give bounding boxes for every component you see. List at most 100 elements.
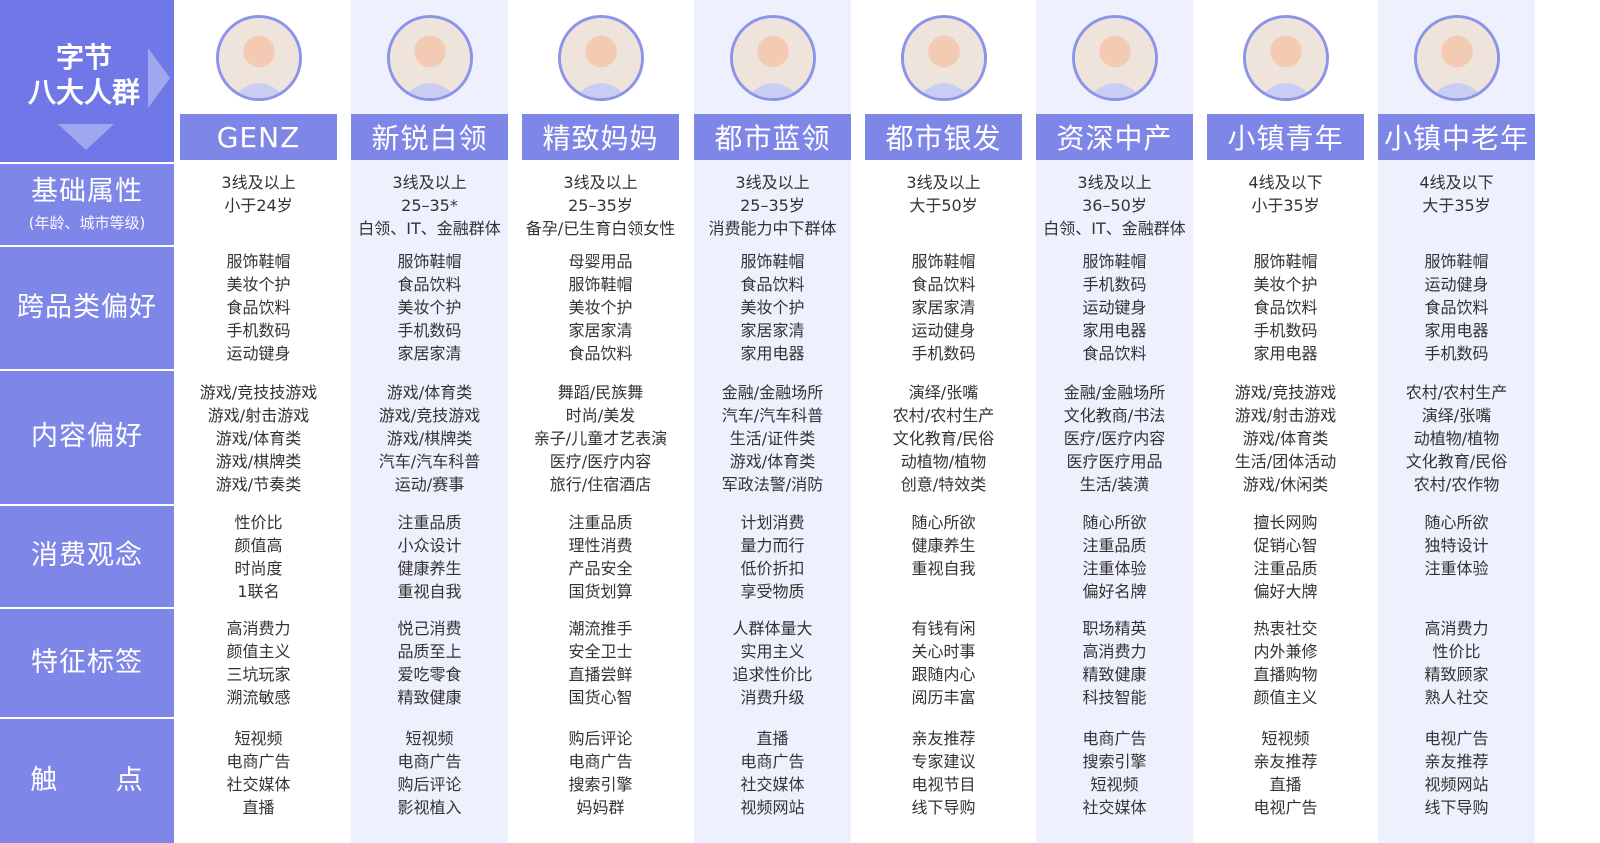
cell-line: 3线及以上 <box>735 173 810 192</box>
cell-line: 国货心智 <box>568 688 633 707</box>
cell-line: 注重品质 <box>1082 536 1147 555</box>
cell-line: 有钱有闲 <box>911 619 976 638</box>
cell-line: 直播尝鲜 <box>568 665 633 684</box>
cell-line: 手机数码 <box>226 321 291 340</box>
persona-column: 精致妈妈 3线及以上 25–35岁 备孕/已生育白领女性 母婴用品 服饰鞋帽 美妆个护 家居家… <box>522 0 679 843</box>
persona-name: 小镇中老年 <box>1378 114 1535 160</box>
cell-cross: 服饰鞋帽 运动健身 食品饮料 家用电器 手机数码 <box>1378 250 1535 365</box>
cell-line: 小于24岁 <box>224 196 293 215</box>
row-label-text: 基础属性 <box>31 175 143 207</box>
cell-line: 精致健康 <box>397 688 462 707</box>
cell-line: 家居家清 <box>911 298 976 317</box>
cell-line: 3线及以上 <box>906 173 981 192</box>
cell-cross: 服饰鞋帽 食品饮料 家居家清 运动健身 手机数码 <box>865 250 1022 365</box>
row-label-consumption: 消费观念 <box>0 506 174 607</box>
cell-line: 电商广告 <box>568 752 633 771</box>
persona-name: GENZ <box>180 114 337 160</box>
cell-line: 家用电器 <box>1082 321 1147 340</box>
cell-line: 短视频 <box>1261 729 1310 748</box>
cell-line: 美妆个护 <box>1253 275 1318 294</box>
cell-tags: 热衷社交 内外兼修 直播购物 颜值主义 <box>1207 617 1364 709</box>
cell-basic: 4线及以下 大于35岁 <box>1378 171 1535 217</box>
cell-line: 备孕/已生育白领女性 <box>525 219 676 238</box>
cell-line: 汽车/汽车科普 <box>378 452 481 471</box>
cell-line: 金融/金融场所 <box>1063 383 1166 402</box>
cell-line: 电商广告 <box>740 752 805 771</box>
cell-line: 美妆个护 <box>568 298 633 317</box>
cell-line: 服饰鞋帽 <box>1082 252 1147 271</box>
cell-content: 金融/金融场所 汽车/汽车科普 生活/证件类 游戏/体育类 军政法警/消防 <box>694 381 851 496</box>
cell-line: 内外兼修 <box>1253 642 1318 661</box>
cell-tags: 悦己消费 品质至上 爱吃零食 精致健康 <box>351 617 508 709</box>
cell-cross: 服饰鞋帽 食品饮料 美妆个护 手机数码 家居家清 <box>351 250 508 365</box>
businessman-avatar-icon <box>1072 15 1158 101</box>
cell-line: 服饰鞋帽 <box>226 252 291 271</box>
cell-line: 亲友推荐 <box>1253 752 1318 771</box>
cell-line: 亲子/儿童才艺表演 <box>533 429 668 448</box>
row-label-content: 内容偏好 <box>0 371 174 504</box>
cell-line: 随心所欲 <box>1424 513 1489 532</box>
cell-line: 电商广告 <box>397 752 462 771</box>
cell-line: 跟随内心 <box>911 665 976 684</box>
cell-line: 家用电器 <box>1424 321 1489 340</box>
persona-name: 资深中产 <box>1036 114 1193 160</box>
cell-line: 舞蹈/民族舞 <box>557 383 644 402</box>
cell-line: 重视自我 <box>911 559 976 578</box>
cell-line: 游戏/体育类 <box>386 383 473 402</box>
cell-line: 社交媒体 <box>740 775 805 794</box>
cell-line: 熟人社交 <box>1424 688 1489 707</box>
cell-line: 运动/赛事 <box>394 475 465 494</box>
cell-line: 运动健身 <box>1424 275 1489 294</box>
row-label-text: 触 点 <box>30 764 144 796</box>
cell-line: 颜值主义 <box>1253 688 1318 707</box>
cell-line: 享受物质 <box>740 582 805 601</box>
persona-name: 新锐白领 <box>351 114 508 160</box>
cell-line: 36–50岁 <box>1082 196 1147 215</box>
cell-line: 手机数码 <box>1253 321 1318 340</box>
cell-basic: 3线及以上 25–35* 白领、IT、金融群体 <box>351 171 508 240</box>
cell-line: 时尚度 <box>234 559 283 578</box>
cell-line: 游戏/休闲类 <box>1242 475 1329 494</box>
farmer-hat-avatar-icon <box>1414 15 1500 101</box>
cell-line: 动植物/植物 <box>900 452 987 471</box>
cell-touch: 购后评论 电商广告 搜索引擎 妈妈群 <box>522 727 679 819</box>
cell-line: 消费能力中下群体 <box>708 219 837 238</box>
cell-line: 精致顾家 <box>1424 665 1489 684</box>
cell-consume: 擅长网购 促销心智 注重品质 偏好大牌 <box>1207 511 1364 603</box>
cell-line: 医疗/医疗内容 <box>1063 429 1166 448</box>
cell-line: 注重体验 <box>1082 559 1147 578</box>
cell-line: 短视频 <box>234 729 283 748</box>
cell-line: 影视植入 <box>397 798 462 817</box>
cell-line: 高消费力 <box>1082 642 1147 661</box>
cell-line: 溯流敏感 <box>226 688 291 707</box>
cell-line: 时尚/美发 <box>565 406 636 425</box>
worker-helmet-avatar-icon <box>730 15 816 101</box>
cell-line: 购后评论 <box>568 729 633 748</box>
cell-line: 国货划算 <box>568 582 633 601</box>
cell-line: 爱吃零食 <box>397 665 462 684</box>
cell-touch: 电商广告 搜索引擎 短视频 社交媒体 <box>1036 727 1193 819</box>
cell-line: 文化教育/民俗 <box>892 429 995 448</box>
cell-line: 关心时事 <box>911 642 976 661</box>
row-label-text: 内容偏好 <box>31 421 143 453</box>
cell-line: 服饰鞋帽 <box>568 275 633 294</box>
cell-touch: 直播 电商广告 社交媒体 视频网站 <box>694 727 851 819</box>
cell-line: 25–35岁 <box>740 196 805 215</box>
cell-line: 阅历丰富 <box>911 688 976 707</box>
cell-line: 高消费力 <box>226 619 291 638</box>
cell-line: 手机数码 <box>911 344 976 363</box>
cell-line: 品质至上 <box>397 642 462 661</box>
cell-line: 电视节目 <box>911 775 976 794</box>
row-label-basic: 基础属性 (年龄、城市等级) <box>0 164 174 245</box>
cell-line: 手机数码 <box>1082 275 1147 294</box>
persona-column: 都市银发 3线及以上 大于50岁 服饰鞋帽 食品饮料 家居家清 运动健身 手机数码 演绎/张嘴农… <box>865 0 1022 843</box>
cell-line: 游戏/棋牌类 <box>215 452 302 471</box>
cell-line: 健康养生 <box>911 536 976 555</box>
cell-line: 4线及以下 <box>1419 173 1494 192</box>
cell-line: 旅行/住宿酒店 <box>549 475 652 494</box>
cell-line: 演绎/张嘴 <box>908 383 979 402</box>
cell-tags: 潮流推手 安全卫士 直播尝鲜 国货心智 <box>522 617 679 709</box>
cell-line: 电商广告 <box>1082 729 1147 748</box>
cell-tags: 高消费力 性价比 精致顾家 熟人社交 <box>1378 617 1535 709</box>
cell-line: 食品饮料 <box>226 298 291 317</box>
